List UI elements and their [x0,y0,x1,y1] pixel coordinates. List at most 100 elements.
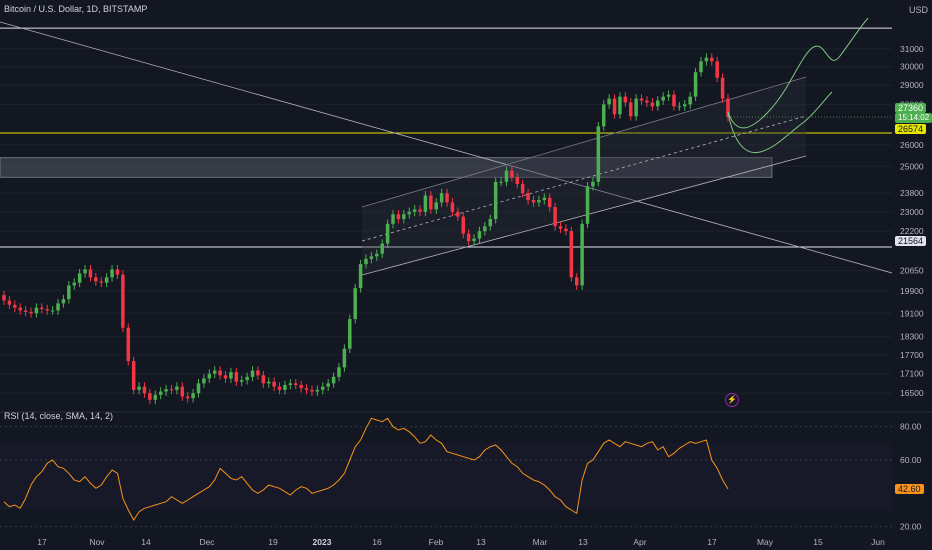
candle-body [196,383,201,394]
candle-body [585,186,590,224]
candle-body [50,310,55,312]
candle-body [450,202,455,212]
candle-body [115,269,120,275]
candle-body [110,269,114,278]
rsi-band [0,443,892,510]
candle-body [23,310,28,312]
x-tick-label: 15 [813,537,823,547]
candle-body [553,207,557,227]
candle-body [429,195,433,210]
candle-body [331,376,336,384]
candle-body [402,214,406,219]
candle-body [261,375,266,384]
price-tick-label: 19100 [900,308,924,318]
x-tick-label: Mar [533,537,548,547]
candle-body [526,193,530,201]
currency-label: USD [908,5,928,15]
price-tick-label: 22200 [900,226,924,236]
candle-body [726,98,730,118]
candle-body [574,277,579,286]
x-tick-label: Nov [89,537,105,547]
candle-body [88,269,93,278]
rsi-title: RSI (14, close, SMA, 14, 2) [4,411,114,421]
rsi-tick-label: 80.00 [900,422,922,432]
candle-body [2,295,6,301]
candle-body [256,370,260,376]
candle-body [337,367,341,377]
candle-body [272,381,276,387]
candle-body [13,304,17,308]
rsi-line [3,417,729,521]
candle-body [353,288,357,320]
channel-lower [361,155,807,276]
candle-body [218,370,222,376]
x-tick-label: 13 [476,537,486,547]
candle-body [304,388,309,390]
candle-body [634,98,638,117]
candle-body [650,102,655,107]
last-price-badge: 27360 [895,103,927,113]
candle-body [380,243,384,254]
x-tick-label: Apr [633,537,646,547]
candle-body [77,273,82,283]
candle-body [434,202,438,210]
candle-body [466,233,471,242]
candle-body [391,214,395,224]
candle-body [445,193,449,203]
price-tick-label: 17100 [900,369,924,379]
candle-body [294,383,298,385]
candle-body [477,231,482,239]
x-tick-label: May [757,537,774,547]
candle-body [348,319,352,349]
candle-body [207,373,212,379]
flash-icon[interactable]: ⚡ [725,393,739,407]
candle-body [510,170,514,178]
candle-body [607,98,611,105]
white-level-badge: 21564 [895,236,927,246]
candle-body [266,381,271,384]
countdown-badge: 15:14:02 [895,113,932,123]
candle-body [537,200,541,203]
candle-body [277,386,282,390]
candle-body [488,218,493,227]
candle-body [504,170,509,182]
candle-body [461,216,466,234]
candle-body [326,383,330,387]
price-tick-label: 23000 [900,207,924,217]
candle-body [591,181,595,187]
x-tick-label: 2023 [313,537,332,547]
candle-body [375,253,379,257]
candle-body [288,383,293,385]
candle-body [83,269,87,274]
candle-body [580,223,584,286]
candle-body [342,348,347,368]
candle-body [601,104,606,127]
x-tick-label: 13 [578,537,588,547]
candle-body [499,181,503,183]
candle-body [423,195,428,212]
candle-body [142,386,147,394]
candle-body [396,214,401,219]
candle-body [61,299,66,304]
projection-path-upper [727,17,869,129]
candle-body [547,197,552,208]
x-tick-label: 17 [37,537,47,547]
symbol-title: Bitcoin / U.S. Dollar, 1D, BITSTAMP [4,4,148,14]
candle-body [121,274,125,328]
candle-body [180,386,185,397]
candle-body [412,209,417,212]
x-tick-label: 17 [707,537,717,547]
candle-body [137,386,141,390]
candle-body [7,300,12,305]
candle-body [369,256,374,259]
candle-body [245,376,249,381]
candle-body [212,370,217,374]
candle-body [223,375,228,379]
candle-body [493,181,498,219]
rsi-tick-label: 20.00 [900,522,922,532]
x-tick-label: Dec [199,537,215,547]
candle-body [72,282,76,286]
candle-body [67,285,71,300]
candle-body [472,238,476,242]
